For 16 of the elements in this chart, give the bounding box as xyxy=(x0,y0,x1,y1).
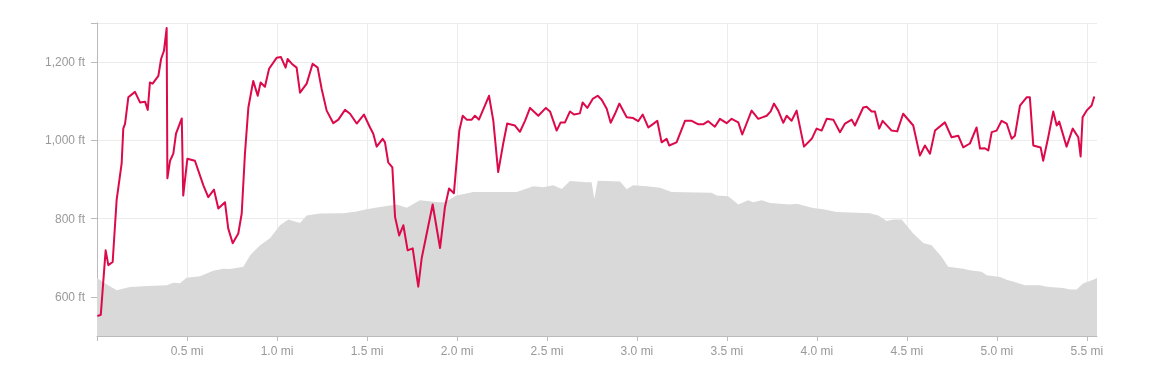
y-tick-label: 800 ft xyxy=(54,211,86,226)
line-series xyxy=(96,27,1096,318)
x-tick-label: 1.0 mi xyxy=(260,344,294,358)
y-tick-label: 1,200 ft xyxy=(44,55,86,70)
x-tick-label: 2.0 mi xyxy=(440,344,474,358)
x-tick-label: 5.0 mi xyxy=(980,344,1014,358)
x-tick-label: 2.5 mi xyxy=(530,344,564,358)
x-tick-label: 3.0 mi xyxy=(620,344,654,358)
x-tick-label: 3.5 mi xyxy=(710,344,744,358)
x-tick-label: 4.5 mi xyxy=(890,344,924,358)
y-tick-label: 600 ft xyxy=(54,289,86,304)
x-tick-label: 1.5 mi xyxy=(350,344,384,358)
y-tick-label: 1,000 ft xyxy=(44,133,86,148)
x-tick-label: 0.5 mi xyxy=(170,344,204,358)
x-tick-label: 4.0 mi xyxy=(800,344,834,358)
x-tick-label: 5.5 mi xyxy=(1070,344,1104,358)
